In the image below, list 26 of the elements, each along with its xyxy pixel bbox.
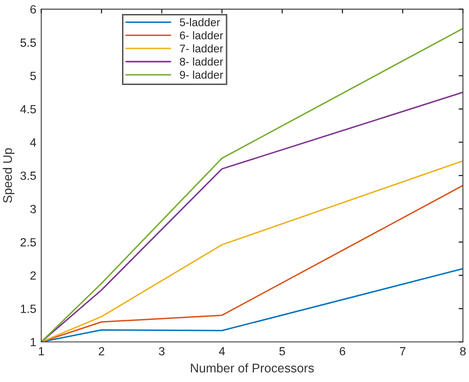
y-tick-label: 5 bbox=[30, 72, 36, 80]
y-tick-label: 4.5 bbox=[20, 105, 36, 114]
y-tick-label: 4 bbox=[30, 138, 36, 147]
y-tick-label: 6 bbox=[30, 5, 36, 14]
x-tick-label: 4 bbox=[218, 347, 225, 356]
y-tick-label: 3 bbox=[30, 204, 36, 214]
y-axis-title: Speed Up bbox=[2, 148, 14, 203]
x-tick-label: 1 bbox=[38, 347, 44, 356]
legend-label: 6- ladder bbox=[180, 31, 224, 40]
legend-label: 9- ladder bbox=[180, 70, 224, 79]
y-tick-label: 1.5 bbox=[20, 304, 36, 314]
legend-label: 5-ladder bbox=[180, 18, 220, 26]
x-tick-label: 2 bbox=[98, 347, 104, 356]
y-tick-label: 5.5 bbox=[20, 38, 36, 47]
y-tick-label: 2 bbox=[30, 271, 36, 280]
x-tick-label: 3 bbox=[158, 347, 164, 356]
x-tick-label: 5 bbox=[279, 347, 285, 356]
y-tick-label: 3.5 bbox=[20, 172, 36, 180]
x-axis-title: Number of Processors bbox=[190, 363, 314, 372]
x-tick-label: 8 bbox=[460, 347, 466, 356]
legend-label: 7- ladder bbox=[180, 44, 224, 52]
x-tick-label: 7 bbox=[400, 347, 406, 356]
legend-label: 8- ladder bbox=[180, 57, 224, 66]
y-tick-label: 2.5 bbox=[20, 238, 36, 246]
x-tick-label: 6 bbox=[340, 347, 346, 356]
y-tick-label: 1 bbox=[30, 338, 36, 346]
